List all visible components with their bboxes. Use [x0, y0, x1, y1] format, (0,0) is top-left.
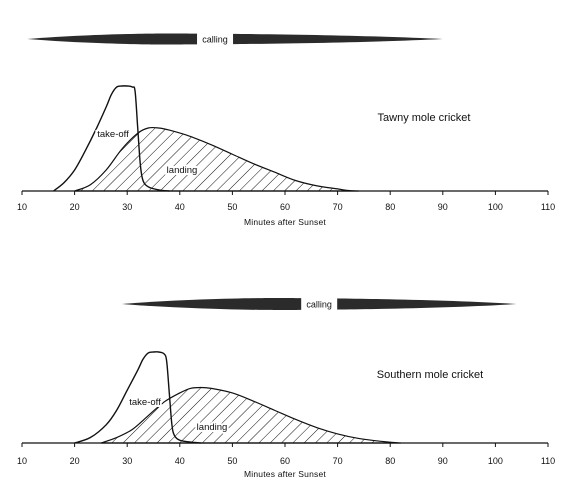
- x-axis-title: Minutes after Sunset: [244, 469, 326, 479]
- x-tick-label: 110: [541, 202, 555, 212]
- x-tick-label: 70: [333, 456, 343, 466]
- calling-bar: [27, 33, 443, 45]
- x-tick-label: 20: [70, 456, 80, 466]
- x-tick-label: 40: [175, 202, 185, 212]
- calling-label: calling: [306, 300, 332, 310]
- x-tick-label: 110: [541, 456, 555, 466]
- x-tick-label: 20: [70, 202, 80, 212]
- panel-southern-mole-cricket: calling take-off landing Southern mole c…: [17, 298, 555, 479]
- landing-series-area: [74, 126, 359, 192]
- x-tick-label: 100: [488, 202, 503, 212]
- x-axis-title: Minutes after Sunset: [244, 217, 326, 227]
- x-tick-label: 90: [438, 456, 448, 466]
- x-tick-label: 80: [385, 202, 395, 212]
- calling-label-background: [301, 298, 338, 310]
- take-off-series-line: [53, 85, 170, 192]
- x-tick-label: 60: [280, 456, 290, 466]
- chart-title-tawny: Tawny mole cricket: [378, 112, 471, 124]
- x-tick-label: 40: [175, 456, 185, 466]
- x-tick-label: 100: [488, 456, 503, 466]
- landing-series-label: landing: [197, 422, 228, 433]
- x-tick-label: 30: [122, 202, 132, 212]
- x-tick-label: 10: [17, 456, 27, 466]
- calling-label-background: [197, 33, 234, 45]
- landing-series-label: landing: [167, 165, 198, 176]
- take-off-series-line: [74, 351, 201, 444]
- x-axis: 10 20 30 40 50 60 70 80 90 100 110: [17, 442, 555, 466]
- x-tick-label: 50: [227, 202, 237, 212]
- x-tick-label: 70: [333, 202, 343, 212]
- landing-series-area: [100, 386, 401, 444]
- panel-tawny-mole-cricket: calling take-off landing Tawny mole cric…: [17, 33, 555, 227]
- x-tick-label: 80: [385, 456, 395, 466]
- calling-label: calling: [202, 35, 228, 45]
- x-tick-label: 60: [280, 202, 290, 212]
- x-tick-label: 30: [122, 456, 132, 466]
- x-tick-label: 50: [227, 456, 237, 466]
- chart-title-southern: Southern mole cricket: [377, 369, 483, 381]
- x-tick-label: 90: [438, 202, 448, 212]
- x-tick-label: 10: [17, 202, 27, 212]
- take-off-series-label: take-off: [129, 397, 161, 408]
- take-off-series-label: take-off: [97, 129, 129, 140]
- x-axis: 10 20 30 40 50 60 70 80 90 100 110: [17, 190, 555, 212]
